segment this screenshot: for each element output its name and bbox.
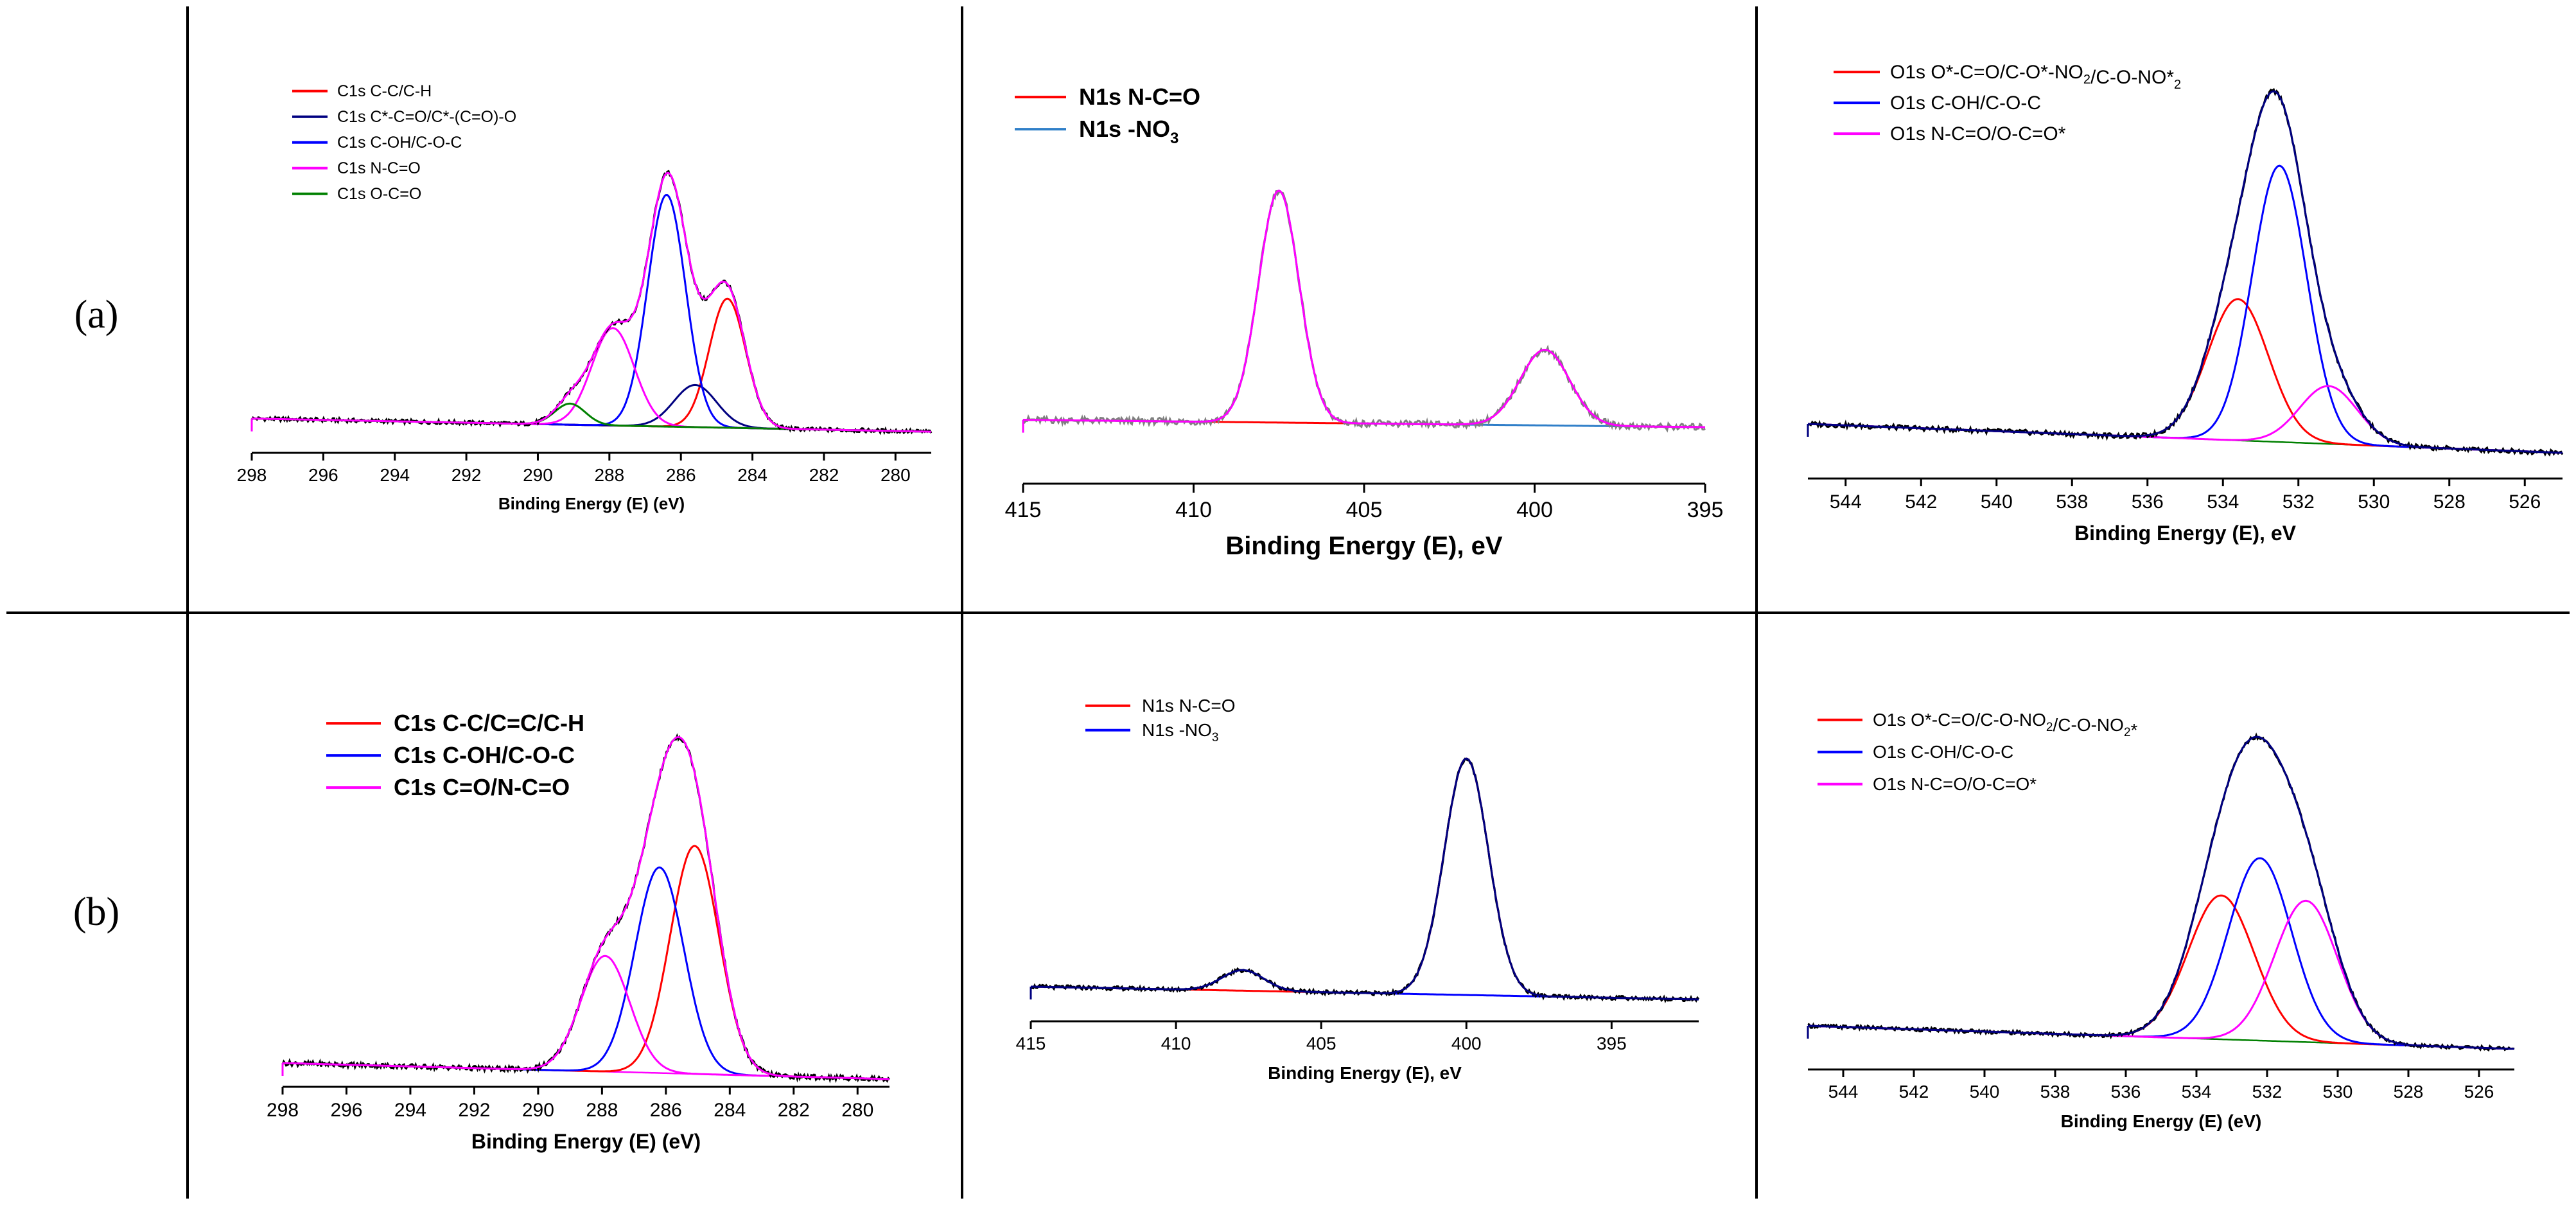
legend-label: C1s C-C/C-H — [337, 82, 432, 100]
x-tick-label: 405 — [1306, 1033, 1336, 1053]
legend-label: C1s C*-C=O/C*-(C=O)-O — [337, 108, 516, 126]
x-tick-label: 532 — [2282, 491, 2315, 513]
legend: C1s C-C/C=C/C-H C1s C-OH/C-O-C C1s C=O/N-C… — [326, 710, 584, 800]
x-tick-label: 400 — [1451, 1033, 1482, 1053]
x-tick-label: 280 — [841, 1100, 873, 1121]
x-tick-label: 528 — [2433, 491, 2466, 513]
legend: C1s C-C/C-H C1s C*-C=O/C*-(C=O)-O C1s C-OH… — [292, 82, 516, 203]
x-tick-label: 400 — [1516, 498, 1553, 522]
legend-label: O1s N-C=O/O-C=O* — [1873, 774, 2037, 794]
x-axis-label: Binding Energy (E), eV — [1225, 532, 1502, 560]
legend-label: C1s C=O/N-C=O — [394, 774, 570, 800]
legend: N1s N-C=O N1s -NO3 — [1085, 696, 1235, 744]
x-tick-label: 530 — [2323, 1082, 2353, 1102]
x-tick-label: 284 — [714, 1100, 746, 1121]
fit-envelope — [1807, 90, 2563, 454]
x-axis-label: Binding Energy (E) (eV) — [498, 494, 685, 513]
x-axis-label: Binding Energy (E) (eV) — [471, 1130, 701, 1153]
x-tick-label: 282 — [778, 1100, 810, 1121]
legend-label: O1s C-OH/C-O-C — [1890, 92, 2041, 114]
fit-envelope — [1023, 189, 1705, 428]
legend-label: N1s N-C=O — [1079, 84, 1200, 110]
x-tick-label: 544 — [1830, 491, 1862, 513]
legend-label: O1s O*-C=O/C-O-NO2/C-O-NO2* — [1873, 710, 2138, 740]
x-tick-label: 286 — [650, 1100, 682, 1121]
x-tick-label: 410 — [1175, 498, 1212, 522]
legend-label: N1s N-C=O — [1142, 696, 1235, 716]
x-tick-label: 292 — [458, 1100, 490, 1121]
legend: O1s O*-C=O/C-O-NO2/C-O-NO2*O1s C-OH/C-O-… — [1818, 710, 2138, 794]
x-tick-label: 395 — [1687, 498, 1724, 522]
x-axis-label: Binding Energy (E), eV — [1268, 1063, 1462, 1083]
x-tick-label: 526 — [2509, 491, 2541, 513]
x-tick-label: 294 — [380, 465, 410, 485]
panel-b3-o1s-chart: 544 542 540 538 536 534 532 530 528 526 Binding En… — [1807, 710, 2515, 1131]
legend-label: O1s O*-C=O/C-O*-NO2/C-O-NO*2 — [1890, 62, 2181, 92]
row-label-b: (b) — [73, 890, 119, 934]
legend-label: C1s C-OH/C-O-C — [337, 134, 462, 152]
x-tick-label: 538 — [2040, 1082, 2071, 1102]
row-label-a: (a) — [74, 293, 119, 337]
x-tick-label: 280 — [881, 465, 911, 485]
fit-envelope — [1807, 735, 2515, 1050]
x-tick-label: 534 — [2182, 1082, 2212, 1102]
panel-a2-n1s-chart: 415 410 405 400 395 Binding Energy (E), eV N1s… — [1005, 84, 1724, 560]
legend-label: C1s C-OH/C-O-C — [394, 742, 575, 768]
legend-label: C1s N-C=O — [337, 159, 421, 177]
panel-b2-n1s-chart: 415 410 405 400 395 Binding Energy (E), eV N1s… — [1016, 696, 1700, 1083]
panel-b1-c1s-chart: 298 296 294 292 290 288 286 284 282 280 Binding En… — [267, 710, 891, 1153]
legend-label: O1s C-OH/C-O-C — [1873, 742, 2013, 762]
x-tick-label: 536 — [2111, 1082, 2141, 1102]
panel-a3-o1s-chart: 544 542 540 538 536 534 532 530 528 526 Binding En… — [1807, 62, 2564, 545]
x-tick-label: 540 — [1970, 1082, 2000, 1102]
x-tick-label: 538 — [2056, 491, 2088, 513]
x-tick-label: 296 — [330, 1100, 362, 1121]
x-tick-label: 534 — [2207, 491, 2239, 513]
x-tick-label: 288 — [594, 465, 624, 485]
fit-envelope — [283, 735, 889, 1080]
x-tick-label: 292 — [451, 465, 482, 485]
x-tick-label: 415 — [1016, 1033, 1046, 1053]
x-tick-label: 530 — [2358, 491, 2390, 513]
legend-label: N1s -NO3 — [1079, 116, 1178, 147]
x-tick-label: 296 — [308, 465, 338, 485]
x-tick-label: 290 — [522, 1100, 554, 1121]
x-tick-label: 298 — [237, 465, 267, 485]
x-tick-label: 288 — [586, 1100, 618, 1121]
x-tick-label: 544 — [1828, 1082, 1859, 1102]
x-tick-label: 410 — [1161, 1033, 1191, 1053]
x-tick-label: 294 — [394, 1100, 426, 1121]
legend-label: O1s N-C=O/O-C=O* — [1890, 123, 2066, 145]
fit-envelope — [1031, 757, 1699, 1001]
x-tick-label: 290 — [523, 465, 553, 485]
x-tick-label: 542 — [1905, 491, 1937, 513]
x-tick-label: 532 — [2252, 1082, 2282, 1102]
legend: N1s N-C=O N1s -NO3 — [1015, 84, 1200, 147]
x-tick-label: 405 — [1346, 498, 1383, 522]
legend-label: C1s O-C=O — [337, 185, 421, 203]
x-axis-label: Binding Energy (E), eV — [2074, 522, 2297, 545]
x-axis-label: Binding Energy (E) (eV) — [2061, 1111, 2262, 1131]
x-tick-label: 528 — [2394, 1082, 2424, 1102]
x-tick-label: 282 — [809, 465, 839, 485]
legend-label: N1s -NO3 — [1142, 720, 1218, 744]
x-tick-label: 526 — [2464, 1082, 2494, 1102]
panel-a1-c1s-chart: 298 296 294 292 290 288 286 284 282 280 Binding En… — [237, 82, 933, 513]
x-tick-label: 542 — [1899, 1082, 1929, 1102]
x-tick-label: 415 — [1005, 498, 1042, 522]
fit-envelope — [252, 172, 931, 433]
x-tick-label: 395 — [1597, 1033, 1627, 1053]
x-tick-label: 536 — [2132, 491, 2164, 513]
x-tick-label: 540 — [1981, 491, 2013, 513]
x-tick-label: 298 — [267, 1100, 299, 1121]
x-tick-label: 284 — [737, 465, 767, 485]
legend-label: C1s C-C/C=C/C-H — [394, 710, 584, 736]
x-tick-label: 286 — [666, 465, 696, 485]
